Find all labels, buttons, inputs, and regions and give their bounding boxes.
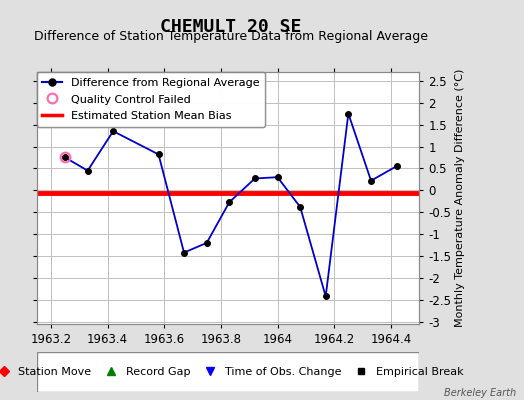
Text: CHEMULT 20 SE: CHEMULT 20 SE — [160, 18, 301, 36]
Legend: Station Move, Record Gap, Time of Obs. Change, Empirical Break: Station Move, Record Gap, Time of Obs. C… — [0, 362, 468, 382]
Text: Difference of Station Temperature Data from Regional Average: Difference of Station Temperature Data f… — [34, 30, 428, 43]
Text: Berkeley Earth: Berkeley Earth — [444, 388, 516, 398]
Legend: Difference from Regional Average, Quality Control Failed, Estimated Station Mean: Difference from Regional Average, Qualit… — [37, 72, 265, 126]
Y-axis label: Monthly Temperature Anomaly Difference (°C): Monthly Temperature Anomaly Difference (… — [455, 69, 465, 327]
FancyBboxPatch shape — [37, 352, 419, 392]
